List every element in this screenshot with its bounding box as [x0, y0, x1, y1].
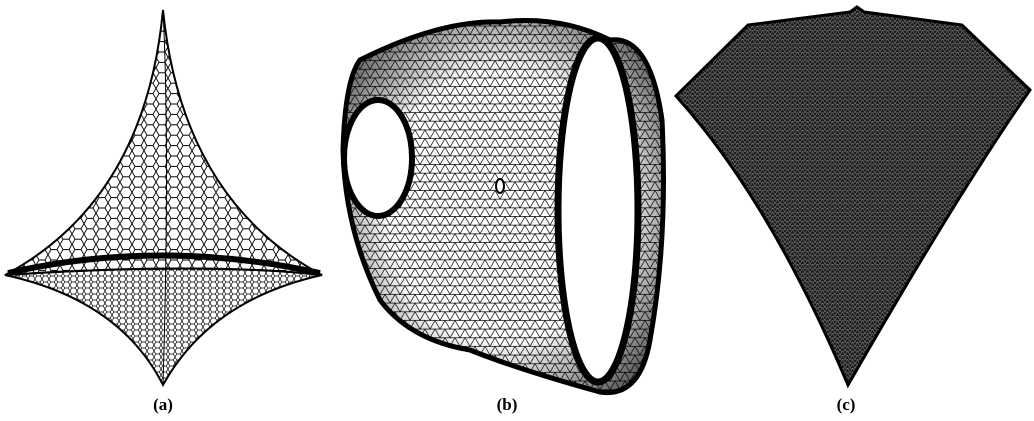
mesh-c — [673, 5, 1032, 389]
caption-b: (b) — [497, 395, 518, 414]
mesh-a — [4, 9, 323, 388]
mesh-b — [340, 18, 666, 396]
caption-a: (a) — [153, 395, 173, 414]
caption-c: (c) — [837, 395, 856, 414]
